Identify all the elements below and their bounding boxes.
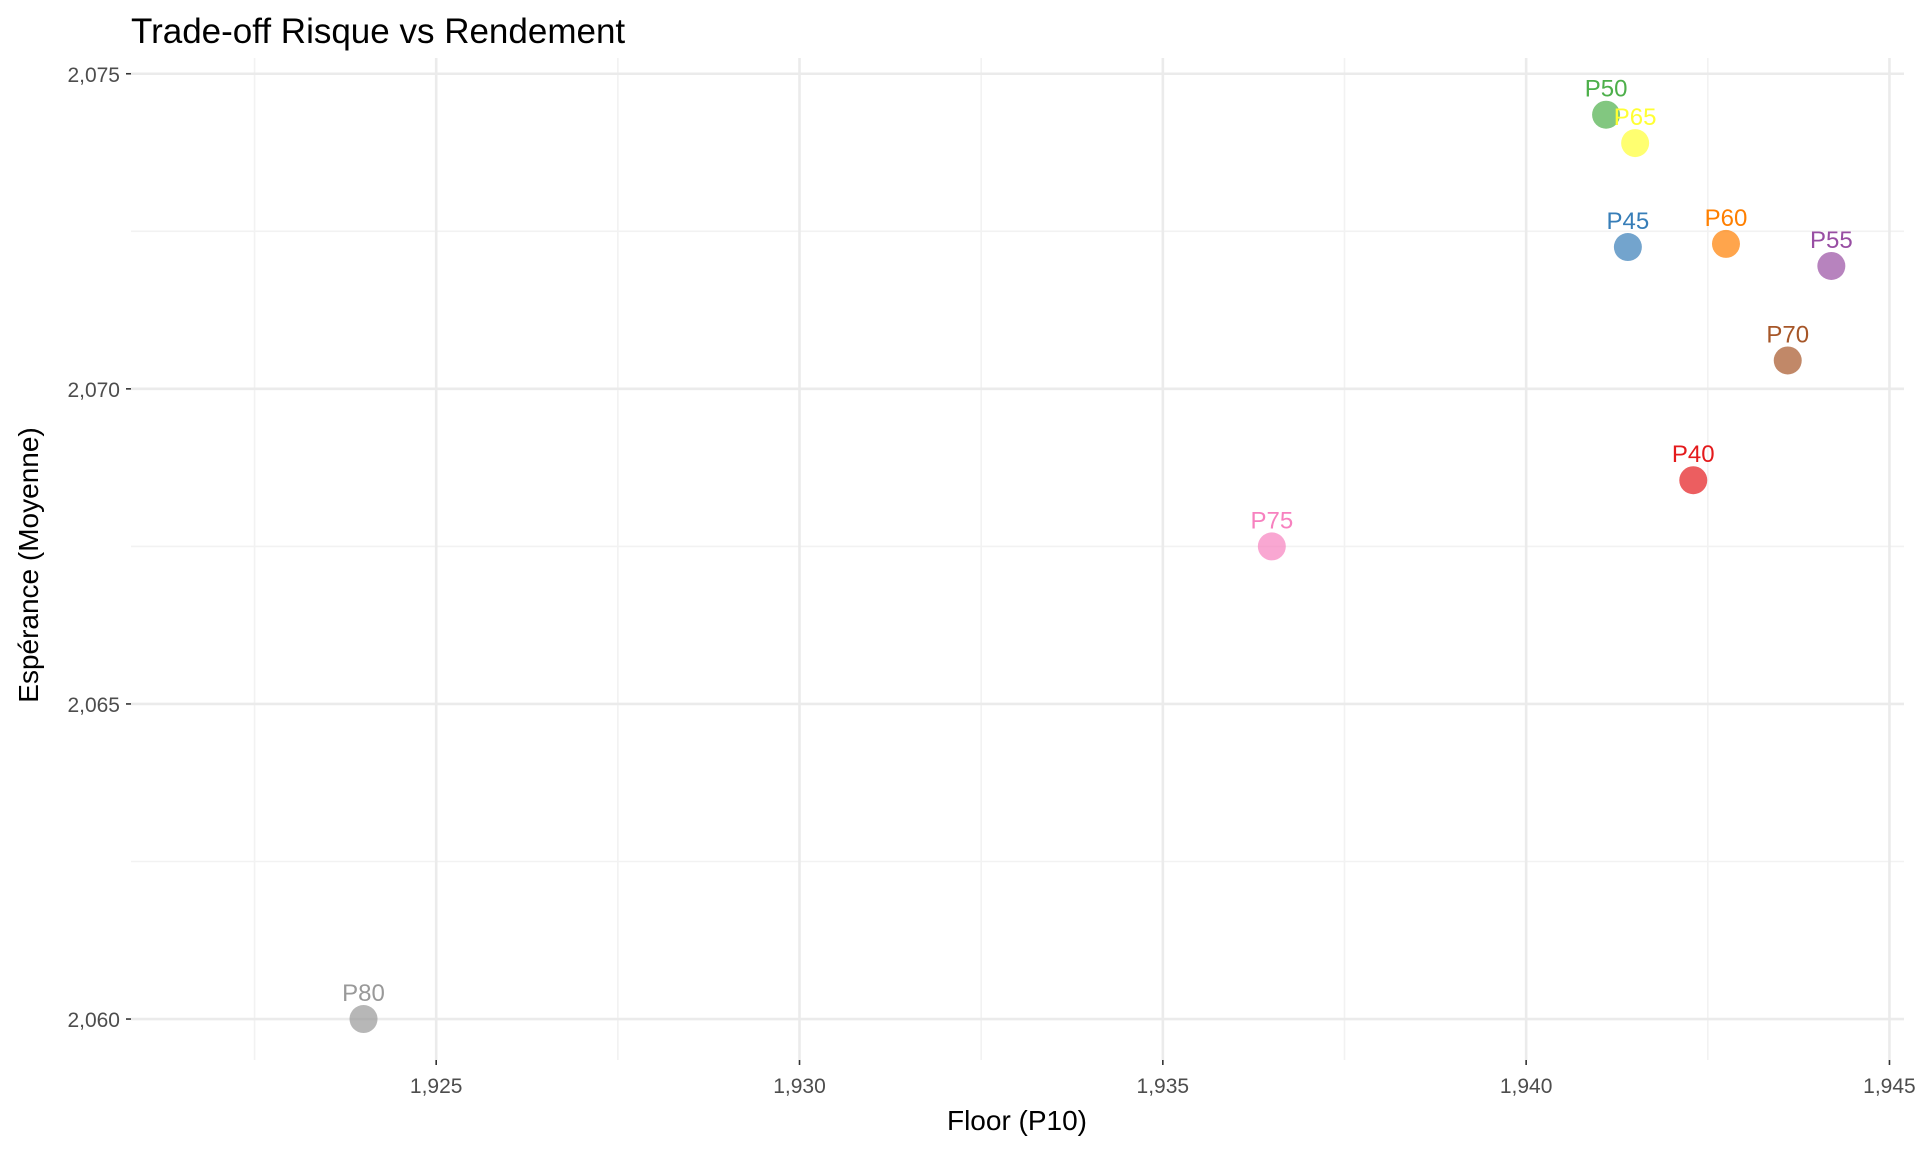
data-point-p40 xyxy=(1679,466,1708,495)
x-tick-label: 1,945 xyxy=(1863,1075,1916,1098)
data-point-p55 xyxy=(1817,251,1846,280)
y-tick-label: 2,075 xyxy=(67,64,120,87)
data-point-p50 xyxy=(1592,100,1621,129)
y-tick-label: 2,070 xyxy=(67,379,120,402)
point-label-p70: P70 xyxy=(1766,321,1809,348)
point-label-p40: P40 xyxy=(1672,441,1715,468)
data-point-p75 xyxy=(1257,532,1286,561)
x-tick-label: 1,935 xyxy=(1137,1075,1190,1098)
data-point-p70 xyxy=(1773,346,1802,375)
axes: 1,925 1,930 1,935 1,940 1,945 2,060 2,065 2,070… xyxy=(67,64,1915,1098)
data-point-p60 xyxy=(1711,229,1740,258)
point-label-p60: P60 xyxy=(1705,205,1748,232)
data-point-p45 xyxy=(1613,233,1642,262)
point-labels: P40 P45 P50 P55 P60 P65 P70 P75 P80 xyxy=(342,76,1853,1007)
y-tick-label: 2,065 xyxy=(67,694,120,717)
point-label-p80: P80 xyxy=(342,980,385,1007)
x-axis-title: Floor (P10) xyxy=(947,1105,1087,1136)
chart-title: Trade-off Risque vs Rendement xyxy=(131,12,625,51)
data-point-p80 xyxy=(349,1005,378,1034)
x-tick-label: 1,925 xyxy=(410,1075,463,1098)
x-tick-label: 1,930 xyxy=(773,1075,826,1098)
y-tick-label: 2,060 xyxy=(67,1009,120,1032)
point-label-p55: P55 xyxy=(1810,227,1853,254)
point-label-p45: P45 xyxy=(1607,208,1650,235)
point-label-p75: P75 xyxy=(1250,507,1293,534)
y-axis-title: Espérance (Moyenne) xyxy=(13,427,44,702)
point-label-p50: P50 xyxy=(1585,76,1628,103)
data-point-p65 xyxy=(1621,129,1650,158)
grid xyxy=(131,58,1904,1060)
point-label-p65: P65 xyxy=(1614,104,1657,131)
data-points xyxy=(349,100,1846,1034)
x-tick-label: 1,940 xyxy=(1500,1075,1553,1098)
